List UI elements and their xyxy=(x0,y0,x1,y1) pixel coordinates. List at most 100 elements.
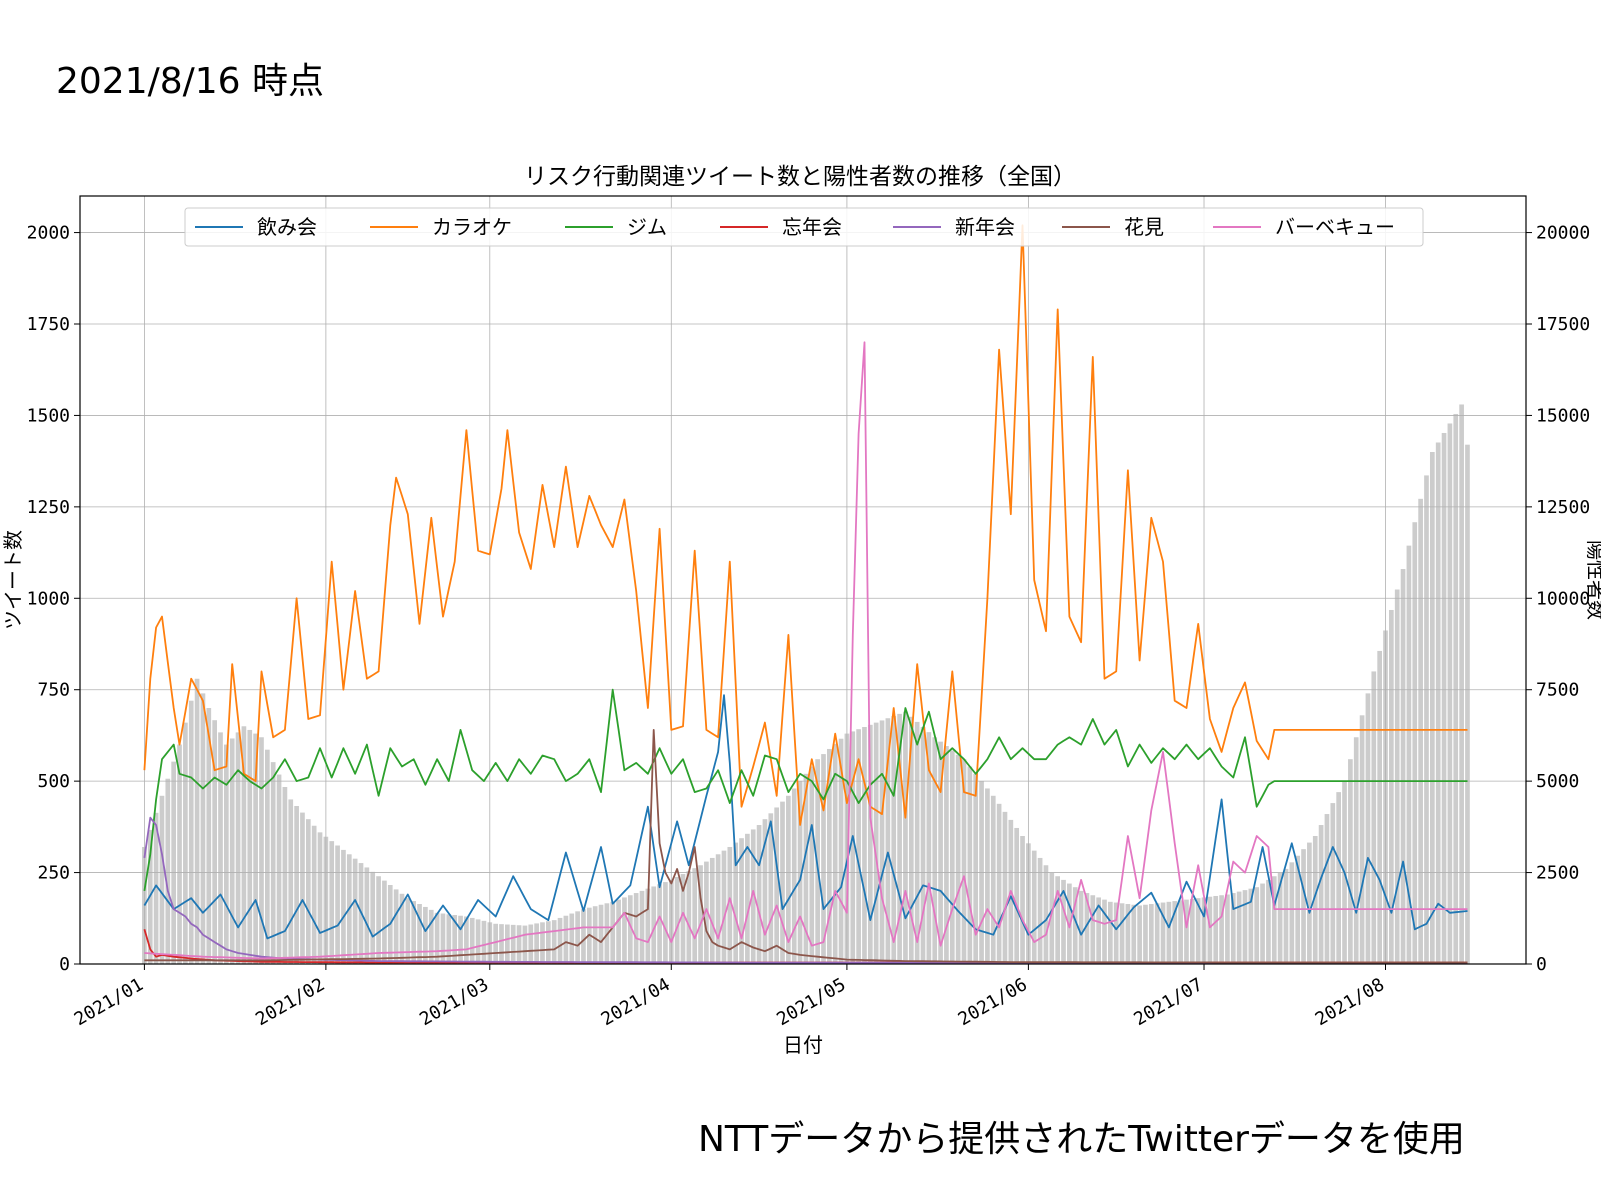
source-note: NTTデータから提供されたTwitterデータを使用 xyxy=(698,1119,1465,1160)
positives-bar xyxy=(938,741,943,964)
positives-bar xyxy=(1400,569,1406,964)
grid-lines xyxy=(80,196,1526,965)
x-tick-label: 2021/07 xyxy=(1130,974,1206,1030)
positives-bar xyxy=(1043,865,1049,964)
positives-bar xyxy=(1096,897,1101,964)
positives-bar xyxy=(1353,737,1359,964)
positives-bar xyxy=(862,727,867,964)
y2-axis-label: 陽性者数 xyxy=(1584,540,1601,620)
positives-bar xyxy=(253,733,258,964)
positives-bar xyxy=(212,720,217,964)
positives-bar xyxy=(709,857,715,964)
x-tick-label: 2021/08 xyxy=(1312,974,1388,1030)
positives-bar xyxy=(639,890,645,964)
positives-bar xyxy=(1078,890,1084,964)
positives-bar xyxy=(282,786,288,964)
positives-bar xyxy=(534,923,539,964)
positives-bar xyxy=(528,924,534,964)
positives-bar xyxy=(1412,522,1418,964)
positives-bar xyxy=(1102,899,1107,964)
positives-bar xyxy=(1160,902,1166,964)
positives-bar xyxy=(522,925,528,964)
chart-title: リスク行動関連ツイート数と陽性者数の推移（全国） xyxy=(524,164,1076,190)
positives-bar xyxy=(551,920,557,964)
positives-bar xyxy=(165,778,171,964)
positives-bar xyxy=(183,722,188,964)
positives-bar xyxy=(885,718,891,964)
legend-label: ジム xyxy=(627,215,667,239)
positives-bar xyxy=(1166,901,1172,964)
positives-bar xyxy=(1172,901,1178,964)
positives-bar xyxy=(715,854,721,964)
positives-bar xyxy=(300,812,305,964)
positives-bar xyxy=(370,871,376,964)
positives-bar xyxy=(1365,693,1371,964)
positives-bar xyxy=(692,868,698,964)
series-line xyxy=(143,224,1468,826)
positives-bar xyxy=(867,724,873,964)
positives-bar xyxy=(1389,609,1394,964)
positives-bar xyxy=(1049,872,1055,964)
positives-bar xyxy=(1447,423,1453,965)
positives-bar xyxy=(1125,904,1131,964)
y-tick-label: 1750 xyxy=(27,314,70,335)
positives-bar xyxy=(352,858,358,964)
positives-bar xyxy=(897,713,902,964)
positives-bar xyxy=(920,727,926,964)
positives-bar xyxy=(627,895,633,964)
positives-bar xyxy=(1037,857,1043,964)
positives-bar xyxy=(516,925,522,964)
y-tick-label: 250 xyxy=(37,863,70,884)
positives-bar xyxy=(194,678,200,964)
positives-bar xyxy=(774,807,779,964)
positives-bar xyxy=(294,806,299,964)
positives-bar xyxy=(651,886,657,964)
positives-bar xyxy=(417,904,422,964)
positives-bar xyxy=(446,914,452,964)
plot-frame xyxy=(79,195,1527,965)
y-tick-label: 0 xyxy=(59,954,70,975)
positives-bar xyxy=(259,737,264,964)
positives-bar xyxy=(1189,898,1195,964)
positives-bar xyxy=(288,799,294,964)
positives-bar xyxy=(873,722,879,964)
positives-bar xyxy=(1312,836,1318,964)
positives-bar xyxy=(229,738,235,964)
slide-date-label: 2021/8/16 時点 xyxy=(56,61,325,102)
positives-bar xyxy=(1424,475,1429,964)
positives-bar xyxy=(1148,904,1154,964)
positives-bar xyxy=(739,838,744,964)
positives-bar xyxy=(1113,902,1119,964)
positives-bar xyxy=(949,750,955,964)
positives-bar xyxy=(610,901,616,964)
positives-bar xyxy=(1055,876,1061,964)
positives-bar xyxy=(1260,883,1265,964)
positives-bar xyxy=(645,888,651,964)
positives-bar xyxy=(762,819,768,964)
positives-bar xyxy=(153,812,159,964)
positives-bar xyxy=(750,829,756,964)
positives-bar xyxy=(832,743,838,964)
positives-bar xyxy=(270,762,276,964)
positives-bar xyxy=(598,904,604,964)
positives-bar xyxy=(1207,896,1213,964)
y2-tick-label: 10000 xyxy=(1536,588,1590,609)
series-line xyxy=(143,694,1468,940)
y-tick-label: 1000 xyxy=(27,588,70,609)
legend-label: 新年会 xyxy=(955,215,1015,239)
legend-label: 飲み会 xyxy=(257,215,317,239)
positives-bar xyxy=(1377,650,1382,964)
positives-bar xyxy=(311,825,317,964)
positives-bar xyxy=(364,867,370,964)
x-axis-ticks: 2021/01 2021/02 2021/03 2021/04 2021/05 2021/… xyxy=(71,964,1388,1030)
positives-bar xyxy=(803,773,809,964)
positives-bar xyxy=(616,899,621,964)
y2-axis-ticks: 0 2500 5000 7500 10000 12500 15000 17500 20000 xyxy=(1526,223,1590,975)
positives-bar xyxy=(592,906,598,964)
positives-bar xyxy=(786,795,791,964)
x-tick-label: 2021/03 xyxy=(416,974,492,1030)
positives-bar xyxy=(1248,888,1254,964)
positives-bar xyxy=(686,871,692,964)
positives-bar xyxy=(745,833,750,964)
positives-bar xyxy=(633,893,639,964)
